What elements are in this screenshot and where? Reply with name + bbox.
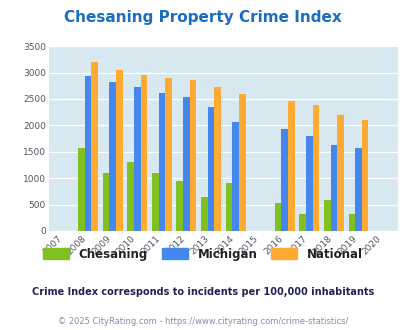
Bar — [127, 162, 134, 231]
Bar — [337, 115, 343, 231]
Bar — [134, 87, 140, 231]
Bar — [348, 214, 354, 231]
Bar — [238, 94, 245, 231]
Bar — [91, 62, 98, 231]
Bar — [207, 108, 214, 231]
Bar — [165, 78, 171, 231]
Bar — [361, 119, 368, 231]
Bar — [200, 197, 207, 231]
Bar — [323, 200, 330, 231]
Bar — [151, 173, 158, 231]
Bar — [298, 214, 305, 231]
Bar — [102, 173, 109, 231]
Bar — [232, 122, 238, 231]
Bar — [85, 76, 91, 231]
Text: Chesaning Property Crime Index: Chesaning Property Crime Index — [64, 10, 341, 25]
Bar — [305, 136, 312, 231]
Bar — [274, 203, 281, 231]
Bar — [214, 87, 220, 231]
Bar — [288, 101, 294, 231]
Legend: Chesaning, Michigan, National: Chesaning, Michigan, National — [37, 242, 368, 267]
Bar — [312, 105, 319, 231]
Bar — [116, 71, 122, 231]
Bar — [176, 181, 183, 231]
Bar — [140, 75, 147, 231]
Bar — [183, 97, 189, 231]
Bar — [109, 82, 116, 231]
Bar — [354, 148, 361, 231]
Bar — [330, 145, 337, 231]
Bar — [189, 80, 196, 231]
Bar — [281, 129, 288, 231]
Bar — [225, 183, 232, 231]
Text: © 2025 CityRating.com - https://www.cityrating.com/crime-statistics/: © 2025 CityRating.com - https://www.city… — [58, 317, 347, 326]
Bar — [158, 93, 165, 231]
Bar — [78, 148, 85, 231]
Text: Crime Index corresponds to incidents per 100,000 inhabitants: Crime Index corresponds to incidents per… — [32, 287, 373, 297]
